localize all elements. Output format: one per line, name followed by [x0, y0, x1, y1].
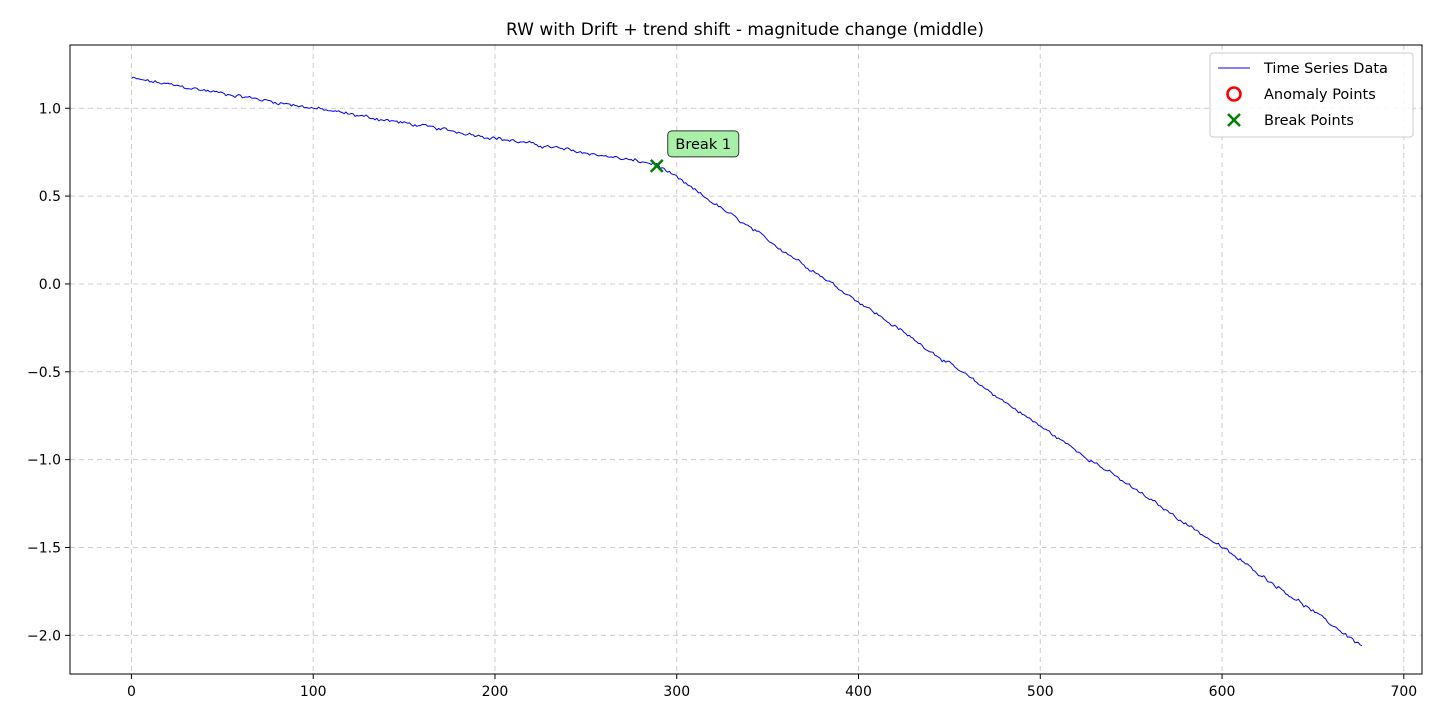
- legend-label: Break Points: [1264, 113, 1354, 129]
- x-tick-label: 600: [1209, 684, 1236, 700]
- x-tick-label: 0: [127, 684, 136, 700]
- break-x-stroke: [649, 158, 664, 173]
- y-tick-label: −2.0: [27, 628, 61, 644]
- chart-title: RW with Drift + trend shift - magnitude …: [506, 20, 984, 40]
- break-point-marker: [649, 158, 664, 173]
- x-tick-label: 300: [663, 684, 690, 700]
- legend-x-swatch: [1227, 113, 1241, 127]
- y-tick-label: 0.5: [39, 189, 61, 205]
- y-tick-label: −1.5: [27, 540, 61, 556]
- legend-frame: [1209, 52, 1414, 138]
- x-tick-label: 100: [300, 684, 327, 700]
- y-tick-label: 1.0: [39, 101, 61, 117]
- x-tick-label: 500: [1027, 684, 1054, 700]
- legend-label: Anomaly Points: [1264, 87, 1376, 103]
- break-label-box: [667, 130, 740, 158]
- break-label: Break 1: [675, 137, 731, 153]
- legend: Time Series Data Anomaly Points Break Poin…: [1209, 52, 1414, 138]
- y-tick-label: 0.0: [39, 277, 61, 293]
- x-axis-ticks: 0 100 200 300 400 500 600 700: [127, 674, 1417, 700]
- legend-circle-swatch: [1226, 86, 1242, 102]
- legend-label: Time Series Data: [1263, 61, 1388, 77]
- break-points-layer: Break 1: [649, 130, 740, 173]
- y-tick-label: −0.5: [27, 365, 61, 381]
- x-tick-label: 400: [845, 684, 872, 700]
- y-axis-ticks: 1.0 0.5 0.0 −0.5 −1.0 −1.5 −2.0: [27, 101, 70, 644]
- series-layer: [131, 76, 1363, 647]
- plot-frame: [69, 44, 1423, 675]
- x-tick-label: 700: [1390, 684, 1417, 700]
- series-line-time-series-data: [131, 76, 1363, 647]
- x-tick-label: 200: [482, 684, 509, 700]
- grid: [70, 45, 1422, 674]
- y-tick-label: −1.0: [27, 453, 61, 469]
